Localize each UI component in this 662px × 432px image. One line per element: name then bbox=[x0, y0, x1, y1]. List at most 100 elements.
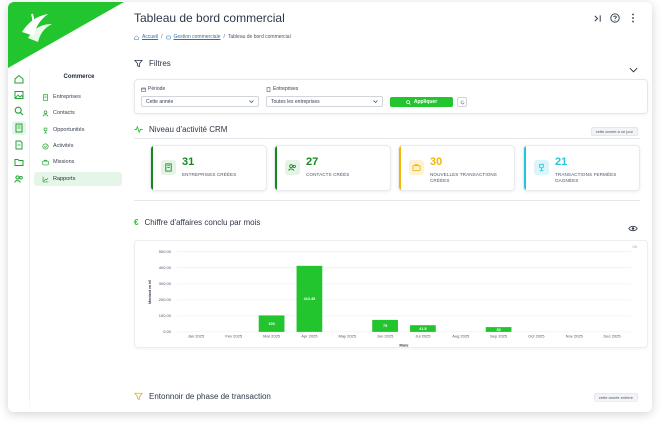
rail-image-button[interactable] bbox=[12, 88, 26, 102]
breadcrumb-home[interactable]: Accueil bbox=[142, 34, 159, 40]
euro-icon: € bbox=[134, 218, 139, 227]
x-tick-label: Nov 2025 bbox=[566, 335, 583, 339]
chevron-down-icon bbox=[249, 100, 254, 103]
check-circle-icon bbox=[42, 142, 49, 150]
y-axis-label: Montant en k€ bbox=[148, 279, 152, 304]
x-tick-label: Jul 2025 bbox=[415, 335, 430, 339]
rail-building-button[interactable] bbox=[12, 121, 26, 135]
rail-search-button[interactable] bbox=[12, 104, 26, 118]
bar-mar-2025 bbox=[258, 315, 285, 332]
sidebar-item-activites[interactable]: Activités bbox=[34, 139, 122, 153]
stat-accent-bar bbox=[275, 146, 277, 190]
breadcrumb-gestion[interactable]: Gestion commerciale bbox=[173, 34, 221, 40]
bar-apr-2025 bbox=[296, 265, 323, 332]
funnel-title: Entonnoir de phase de transaction bbox=[149, 392, 271, 401]
building-icon bbox=[165, 163, 172, 172]
sidebar-item-rapports[interactable]: Rapports bbox=[34, 172, 122, 186]
sidebar-item-label: Opportunités bbox=[53, 127, 85, 133]
sidebar-item-contacts[interactable]: Contacts bbox=[34, 106, 122, 120]
revenue-header: € Chiffre d'affaires conclu par mois bbox=[134, 218, 260, 227]
sidebar: Commerce Entreprises Contacts Opportunités… bbox=[30, 68, 128, 412]
entreprises-select[interactable]: Toutes les entreprises bbox=[266, 96, 383, 107]
icon-rail bbox=[8, 68, 30, 412]
breadcrumb-separator: / bbox=[161, 34, 163, 40]
stat-accent-bar bbox=[399, 146, 401, 190]
folder-icon bbox=[14, 159, 24, 166]
data-label: 412.45 bbox=[304, 297, 316, 301]
header-actions bbox=[592, 13, 638, 23]
sidebar-item-label: Activités bbox=[53, 143, 74, 149]
apply-button[interactable]: Appliquer bbox=[390, 97, 453, 107]
stat-label: CONTACTS CRÉÉS bbox=[306, 172, 350, 177]
reset-button[interactable] bbox=[457, 97, 467, 107]
y-tick-label: 200.00 bbox=[159, 298, 171, 302]
filters-title: Filtres bbox=[149, 59, 171, 68]
sidebar-item-missions[interactable]: Missions bbox=[34, 155, 122, 169]
building-icon bbox=[15, 123, 23, 133]
periode-select[interactable]: Cette année bbox=[141, 96, 259, 107]
stat-value: 21 bbox=[555, 156, 568, 168]
brand-logo[interactable] bbox=[8, 2, 124, 68]
data-label: 75 bbox=[383, 324, 387, 328]
briefcase-icon bbox=[412, 164, 421, 172]
stat-icon-badge bbox=[285, 160, 300, 175]
entreprises-label: Entreprises bbox=[266, 86, 298, 92]
home-icon bbox=[134, 34, 139, 40]
stat-label: NOUVELLES TRANSACTIONS CRÉÉES bbox=[430, 172, 497, 183]
stat-label: ENTREPRISES CRÉÉES bbox=[182, 172, 237, 177]
activity-period-chip[interactable]: cette année à ce jour bbox=[590, 127, 638, 136]
stat-value: 27 bbox=[306, 156, 319, 168]
y-tick-label: 300.00 bbox=[159, 282, 171, 286]
page-title: Tableau de bord commercial bbox=[134, 11, 285, 25]
more-vertical-icon[interactable] bbox=[628, 13, 638, 23]
rail-users-button[interactable] bbox=[12, 172, 26, 186]
sidebar-item-label: Missions bbox=[53, 159, 75, 165]
filters-card: Période Cette année Entreprises Toutes l… bbox=[134, 79, 648, 114]
app-window: Commerce Entreprises Contacts Opportunités… bbox=[8, 2, 652, 412]
stat-card[interactable]: 27 CONTACTS CRÉÉS bbox=[274, 145, 391, 191]
rail-folder-button[interactable] bbox=[12, 155, 26, 169]
stat-icon-badge bbox=[409, 160, 424, 175]
home-icon bbox=[14, 74, 24, 84]
y-tick-label: 400.00 bbox=[159, 266, 171, 270]
help-icon[interactable] bbox=[610, 13, 620, 23]
refresh-icon bbox=[460, 100, 464, 104]
y-tick-label: 500.00 bbox=[159, 250, 171, 254]
stat-label: TRANSACTIONS FERMÉES GAGNÉES bbox=[555, 172, 617, 183]
sidebar-title: Commerce bbox=[63, 74, 95, 80]
trophy-icon bbox=[539, 163, 544, 172]
chevron-down-icon[interactable] bbox=[629, 60, 638, 78]
document-icon bbox=[15, 140, 23, 150]
breadcrumb-separator: / bbox=[223, 34, 225, 40]
periode-label: Période bbox=[141, 86, 165, 92]
stat-accent-bar bbox=[524, 146, 526, 190]
layers-icon bbox=[165, 35, 171, 39]
stat-card[interactable]: 21 TRANSACTIONS FERMÉES GAGNÉES bbox=[523, 145, 640, 191]
calendar-icon bbox=[141, 87, 146, 92]
collapse-icon[interactable] bbox=[592, 13, 602, 23]
x-tick-label: Jan 2025 bbox=[188, 335, 204, 339]
rail-home-button[interactable] bbox=[12, 72, 26, 86]
x-tick-label: Mar 2025 bbox=[263, 335, 280, 339]
sidebar-item-entreprises[interactable]: Entreprises bbox=[34, 90, 122, 104]
stat-card[interactable]: 30 NOUVELLES TRANSACTIONS CRÉÉES bbox=[398, 145, 515, 191]
bottom-fade bbox=[8, 398, 652, 412]
stat-icon-badge bbox=[534, 160, 549, 175]
stat-value: 30 bbox=[430, 156, 443, 168]
data-label: 30 bbox=[496, 328, 500, 332]
users-icon bbox=[288, 164, 296, 171]
x-tick-label: Dec 2025 bbox=[604, 335, 621, 339]
data-label: 41.8 bbox=[419, 327, 426, 331]
users-icon bbox=[14, 175, 23, 183]
eye-icon[interactable] bbox=[628, 219, 638, 237]
bar-sep-2025 bbox=[485, 327, 512, 332]
user-icon bbox=[42, 109, 49, 116]
filters-header[interactable]: Filtres bbox=[134, 59, 171, 68]
rail-document-button[interactable] bbox=[12, 138, 26, 152]
x-tick-label: Apr 2025 bbox=[301, 335, 317, 339]
stat-card[interactable]: 31 ENTREPRISES CRÉÉES bbox=[150, 145, 267, 191]
revenue-title: Chiffre d'affaires conclu par mois bbox=[144, 218, 261, 227]
activity-header: Niveau d'activité CRM bbox=[134, 125, 227, 134]
x-axis-label: Mois bbox=[399, 343, 408, 347]
sidebar-item-opportunites[interactable]: Opportunités bbox=[34, 123, 122, 137]
